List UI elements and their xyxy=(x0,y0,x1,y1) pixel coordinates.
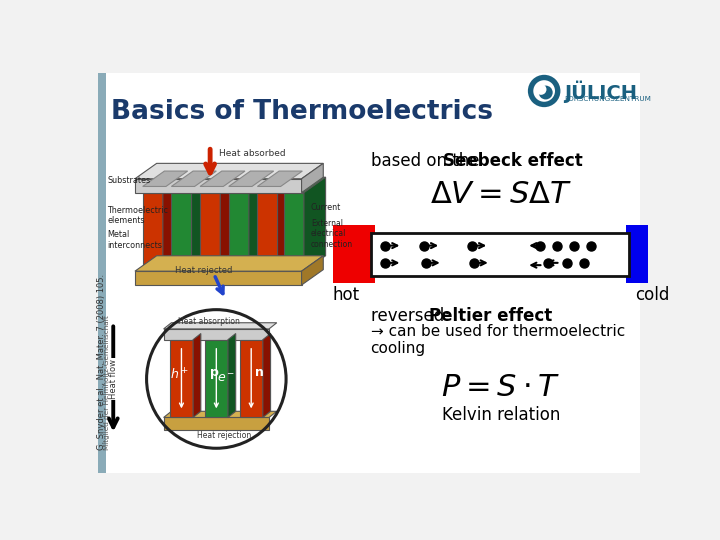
Text: p: p xyxy=(210,366,218,379)
Text: Heat rejected: Heat rejected xyxy=(175,266,233,275)
Polygon shape xyxy=(263,334,271,417)
Polygon shape xyxy=(163,417,269,430)
Text: Kelvin relation: Kelvin relation xyxy=(441,406,560,424)
Text: $h^+$: $h^+$ xyxy=(171,367,189,383)
Text: G. Snyder et al., Nat. Mater. 7 (2008) 105.: G. Snyder et al., Nat. Mater. 7 (2008) 1… xyxy=(97,274,106,450)
Polygon shape xyxy=(258,193,277,271)
Text: Current: Current xyxy=(311,204,341,212)
Text: cooling: cooling xyxy=(371,341,426,356)
Text: Mitglied der Helmholtz-Gemeinschaft: Mitglied der Helmholtz-Gemeinschaft xyxy=(104,315,110,450)
Polygon shape xyxy=(277,177,300,271)
Circle shape xyxy=(534,80,555,102)
Polygon shape xyxy=(192,177,213,271)
Polygon shape xyxy=(143,193,163,271)
Polygon shape xyxy=(135,271,302,285)
Text: Heat absorbed: Heat absorbed xyxy=(219,150,285,159)
Polygon shape xyxy=(163,323,276,329)
Text: $P = S \cdot T$: $P = S \cdot T$ xyxy=(441,373,560,402)
Polygon shape xyxy=(135,179,302,193)
Text: Heat absorption: Heat absorption xyxy=(178,317,240,326)
Polygon shape xyxy=(143,171,188,186)
Text: Seebeck effect: Seebeck effect xyxy=(443,152,582,170)
Polygon shape xyxy=(229,177,271,193)
Polygon shape xyxy=(171,171,216,186)
Polygon shape xyxy=(200,177,242,193)
Text: Substrates: Substrates xyxy=(107,177,150,185)
Polygon shape xyxy=(135,164,323,179)
Text: JÜLICH: JÜLICH xyxy=(564,80,637,103)
Polygon shape xyxy=(249,177,271,271)
Polygon shape xyxy=(200,193,220,271)
Text: Metal
interconnects: Metal interconnects xyxy=(107,231,162,249)
Polygon shape xyxy=(258,177,300,193)
Polygon shape xyxy=(163,411,276,417)
Polygon shape xyxy=(284,193,304,271)
Bar xyxy=(98,72,106,473)
Polygon shape xyxy=(240,340,263,417)
Polygon shape xyxy=(302,164,323,193)
Polygon shape xyxy=(170,340,193,417)
Circle shape xyxy=(528,75,560,107)
Text: Peltier effect: Peltier effect xyxy=(429,307,553,325)
Circle shape xyxy=(147,309,286,448)
Polygon shape xyxy=(229,193,249,271)
Text: FORSCHUNGSZENTRUM: FORSCHUNGSZENTRUM xyxy=(564,96,651,102)
Polygon shape xyxy=(163,329,269,340)
Polygon shape xyxy=(171,177,213,193)
Bar xyxy=(333,225,375,284)
Text: Heat flow: Heat flow xyxy=(109,359,118,399)
Text: based on the: based on the xyxy=(371,152,485,170)
Text: Thermoelectric
elements: Thermoelectric elements xyxy=(107,206,168,225)
Polygon shape xyxy=(135,256,323,271)
Text: $\Delta V = S\Delta T$: $\Delta V = S\Delta T$ xyxy=(430,180,572,210)
Text: reversed:: reversed: xyxy=(371,307,455,325)
Polygon shape xyxy=(229,171,274,186)
Polygon shape xyxy=(220,177,242,271)
Circle shape xyxy=(536,84,546,95)
Text: $e^-$: $e^-$ xyxy=(217,373,235,386)
Polygon shape xyxy=(258,171,302,186)
Polygon shape xyxy=(143,177,184,193)
Polygon shape xyxy=(302,256,323,285)
Polygon shape xyxy=(204,340,228,417)
Polygon shape xyxy=(228,334,235,417)
Bar xyxy=(372,233,629,276)
Polygon shape xyxy=(200,171,245,186)
Polygon shape xyxy=(193,334,201,417)
Circle shape xyxy=(539,85,553,99)
Polygon shape xyxy=(171,193,192,271)
Bar xyxy=(626,225,668,284)
Text: n: n xyxy=(254,366,264,379)
Text: cold: cold xyxy=(636,286,670,304)
Text: Basics of Thermoelectrics: Basics of Thermoelectrics xyxy=(111,99,493,125)
Text: External
electrical
connection: External electrical connection xyxy=(311,219,353,248)
Polygon shape xyxy=(284,177,325,193)
Text: → can be used for thermoelectric: → can be used for thermoelectric xyxy=(371,325,625,339)
Polygon shape xyxy=(304,177,325,271)
Text: hot: hot xyxy=(333,286,360,304)
Text: Heat rejection: Heat rejection xyxy=(197,431,251,440)
Polygon shape xyxy=(163,177,184,271)
